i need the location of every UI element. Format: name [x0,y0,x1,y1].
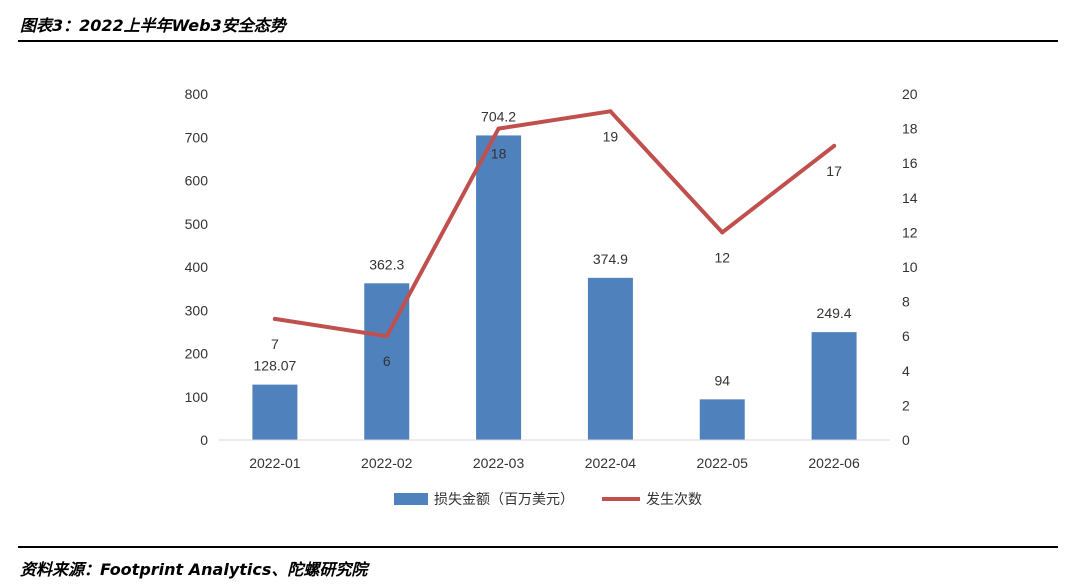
left-tick-label: 300 [185,302,209,318]
bar-2022-03 [476,135,522,440]
line-point [384,334,389,339]
left-tick-label: 100 [185,389,209,405]
right-axis-ticks: 0 2 4 6 8 10 12 14 16 18 20 [902,86,918,448]
bar-data-label: 374.9 [593,251,628,267]
legend: 损失金额（百万美元） 发生次数 [394,492,702,508]
bar-2022-01 [252,384,298,440]
x-tick-label: 2022-04 [585,455,637,471]
line-point [832,143,837,148]
left-tick-label: 200 [185,346,209,362]
left-tick-label: 0 [200,432,208,448]
x-tick-label: 2022-03 [473,455,525,471]
left-tick-label: 400 [185,259,209,275]
line-data-label: 12 [714,249,730,265]
line-occurrences [272,109,837,339]
right-tick-label: 0 [902,432,910,448]
top-rule [18,40,1058,42]
bar-2022-06 [811,332,857,440]
bottom-rule [18,546,1058,548]
bar-data-label: 128.07 [254,358,297,374]
bar-data-label: 94 [714,372,730,388]
x-tick-label: 2022-06 [808,455,860,471]
left-tick-label: 800 [185,86,209,102]
bar-data-label: 362.3 [369,256,404,272]
x-tick-label: 2022-01 [249,455,301,471]
bar-2022-04 [587,277,633,440]
legend-swatch-bar [394,493,428,505]
line-point [720,230,725,235]
right-tick-label: 10 [902,259,918,275]
right-tick-label: 14 [902,190,918,206]
x-tick-label: 2022-05 [697,455,749,471]
bar-data-label: 249.4 [817,305,852,321]
right-tick-label: 4 [902,363,910,379]
bar-data-label: 704.2 [481,108,516,124]
x-tick-label: 2022-02 [361,455,413,471]
line-series [272,109,837,339]
line-point [496,126,501,131]
left-tick-label: 500 [185,216,209,232]
right-tick-label: 16 [902,155,918,171]
right-tick-label: 2 [902,397,910,413]
figure-title: 图表3：2022上半年Web3安全态势 [20,16,286,35]
legend-label-bar: 损失金额（百万美元） [434,492,574,508]
line-data-label: 17 [826,163,842,179]
right-tick-label: 8 [902,294,910,310]
right-tick-label: 18 [902,121,918,137]
bar-2022-05 [699,399,745,440]
legend-label-line: 发生次数 [646,492,702,508]
left-tick-label: 600 [185,173,209,189]
right-tick-label: 12 [902,224,918,240]
line-data-label: 7 [271,336,279,352]
right-tick-label: 20 [902,86,918,102]
source-note: 资料来源：Footprint Analytics、陀螺研究院 [20,560,368,579]
line-point [608,109,613,114]
x-axis-ticks: 2022-01 2022-02 2022-03 2022-04 2022-05 2022-… [249,455,860,471]
bar-series [252,135,857,440]
line-data-label: 19 [603,128,619,144]
left-tick-label: 700 [185,129,209,145]
bar-data-labels: 128.07 362.3 704.2 374.9 94 249.4 [254,108,852,388]
line-data-label: 6 [383,353,391,369]
line-point [272,316,277,321]
line-data-labels: 7 6 18 19 12 17 [271,128,842,369]
left-axis-ticks: 0 100 200 300 400 500 600 700 800 [185,86,209,448]
line-data-label: 18 [491,146,507,162]
right-tick-label: 6 [902,328,910,344]
